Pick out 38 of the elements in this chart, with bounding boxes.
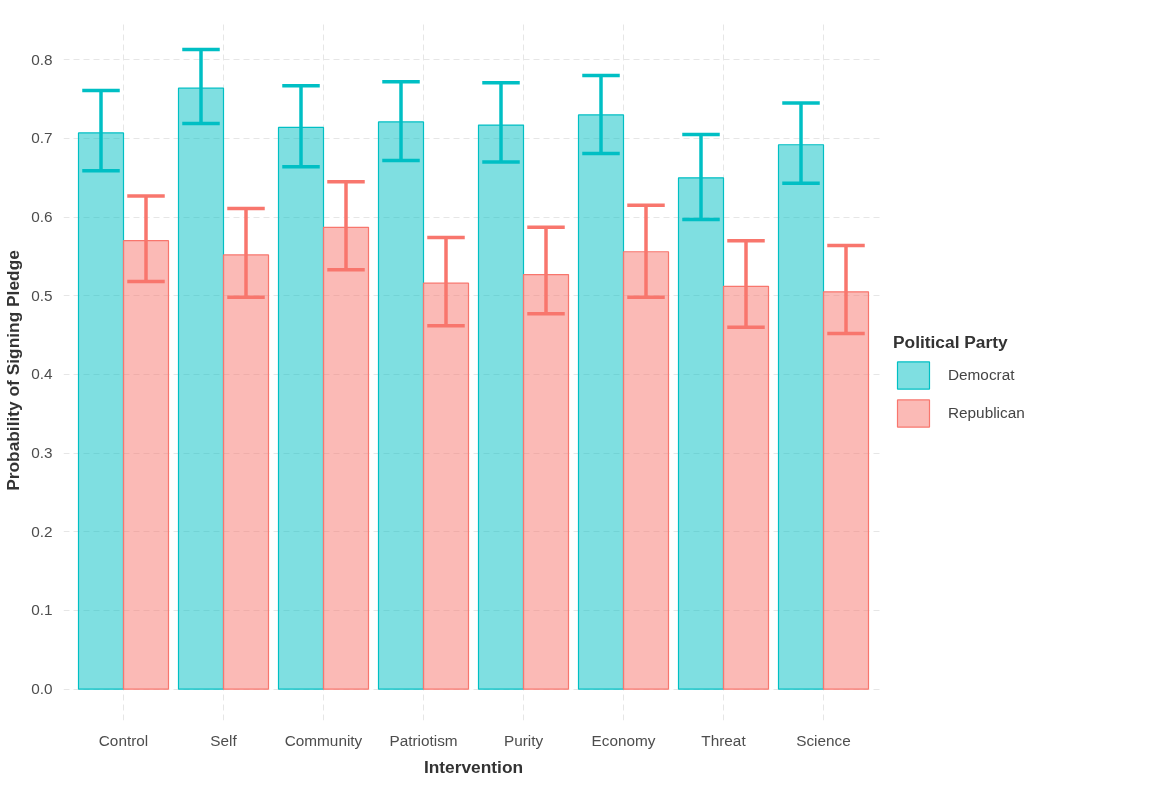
x-axis-title: Intervention <box>423 756 524 777</box>
x-tick-label: Community <box>284 731 363 749</box>
x-tick-label: Purity <box>503 731 544 749</box>
y-tick-label: 0.1 <box>31 601 53 619</box>
bar <box>277 126 325 690</box>
x-tick-label: Threat <box>701 731 747 749</box>
x-tick-label: Science <box>796 731 851 749</box>
text: 0.0 <box>31 680 53 698</box>
y-tick-label: 0.6 <box>31 208 53 226</box>
y-tick-label: 0.4 <box>31 365 53 383</box>
bar <box>777 144 825 690</box>
y-tick-label: 0.3 <box>31 444 53 462</box>
y-tick-label: 0.7 <box>31 129 53 147</box>
bar <box>77 132 125 690</box>
bar <box>477 124 525 690</box>
y-tick-label: 0.2 <box>31 522 53 540</box>
bar <box>622 251 670 690</box>
x-tick-label: Control <box>98 731 149 749</box>
y-axis-title: Probability of Signing Pledge <box>3 249 24 491</box>
x-tick-label: Self <box>210 731 238 749</box>
bar <box>322 226 370 690</box>
x-tick-label: Economy <box>591 731 656 749</box>
bar <box>177 87 225 690</box>
bar <box>222 254 270 690</box>
legend-label: Republican <box>948 404 1025 422</box>
y-tick-label: 0.5 <box>31 286 53 304</box>
legend-title: Political Party <box>893 332 1009 353</box>
x-tick-label: Patriotism <box>389 731 458 749</box>
bar <box>822 291 870 690</box>
legend-label: Democrat <box>948 366 1015 384</box>
bar <box>122 240 170 690</box>
bar <box>722 285 770 690</box>
bar <box>422 282 470 690</box>
y-tick-label: 0.8 <box>31 50 53 68</box>
bar <box>377 121 425 690</box>
bar <box>677 177 725 690</box>
bar <box>577 114 625 690</box>
bar <box>522 273 570 690</box>
